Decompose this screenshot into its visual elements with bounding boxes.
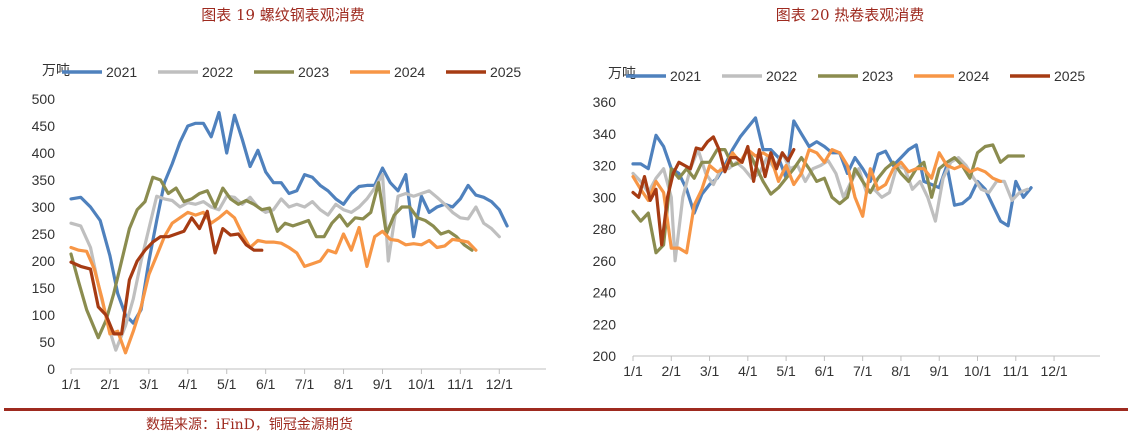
legend-label-2025: 2025 <box>490 64 521 80</box>
y-tick-label: 0 <box>47 361 55 377</box>
x-tick-label: 11/1 <box>447 376 473 392</box>
legend-label-2025: 2025 <box>1054 68 1085 84</box>
x-tick-label: 1/1 <box>61 376 81 392</box>
legend-label-2022: 2022 <box>202 64 233 80</box>
series-line-2024 <box>633 150 1001 253</box>
x-tick-label: 3/1 <box>139 376 159 392</box>
x-tick-label: 2/1 <box>662 363 682 379</box>
legend-label-2021: 2021 <box>106 64 137 80</box>
series-line-2023 <box>71 177 472 337</box>
y-tick-label: 300 <box>593 189 617 205</box>
x-tick-label: 6/1 <box>256 376 276 392</box>
legend-label-2024: 2024 <box>958 68 989 84</box>
y-tick-label: 260 <box>593 253 617 269</box>
x-tick-label: 10/1 <box>964 363 991 379</box>
x-tick-label: 10/1 <box>408 376 435 392</box>
y-tick-label: 150 <box>32 280 56 296</box>
chart-hrc: 万吨 200 220 240 260 280 300 320 340 360 1/1 2/1 3/1 4/… <box>566 0 1132 405</box>
y-tick-label: 500 <box>32 91 56 107</box>
x-tick-label: 8/1 <box>891 363 911 379</box>
y-tick-label: 200 <box>32 253 56 269</box>
y-axis-unit: 万吨 <box>42 62 70 78</box>
y-tick-label: 250 <box>32 226 56 242</box>
x-tick-label: 4/1 <box>178 376 198 392</box>
x-tick-label: 9/1 <box>929 363 949 379</box>
legend-label-2022: 2022 <box>766 68 797 84</box>
y-tick-label: 220 <box>593 316 617 332</box>
y-tick-label: 280 <box>593 221 617 237</box>
y-tick-label: 400 <box>32 145 56 161</box>
chart-rebar: 万吨 0 50 100 150 200 250 300 350 400 450 500 1/1 2/1 3/… <box>0 0 566 405</box>
x-tick-label: 1/1 <box>623 363 643 379</box>
x-tick-label: 8/1 <box>334 376 354 392</box>
y-tick-label: 360 <box>593 94 617 110</box>
y-tick-label: 100 <box>32 307 56 323</box>
y-tick-label: 340 <box>593 126 617 142</box>
x-tick-label: 2/1 <box>100 376 120 392</box>
x-tick-label: 12/1 <box>486 376 513 392</box>
y-tick-label: 350 <box>32 172 56 188</box>
legend-label-2024: 2024 <box>394 64 425 80</box>
x-tick-label: 7/1 <box>853 363 873 379</box>
y-tick-label: 200 <box>593 348 617 364</box>
legend-label-2021: 2021 <box>670 68 701 84</box>
y-tick-label: 240 <box>593 285 617 301</box>
data-source: 数据来源：iFinD，铜冠金源期货 <box>146 414 353 434</box>
y-tick-label: 50 <box>39 334 55 350</box>
y-tick-label: 320 <box>593 158 617 174</box>
x-tick-label: 3/1 <box>700 363 720 379</box>
series-line-2025 <box>71 211 262 334</box>
x-tick-label: 9/1 <box>373 376 393 392</box>
x-tick-label: 7/1 <box>295 376 315 392</box>
legend-label-2023: 2023 <box>862 68 893 84</box>
x-tick-label: 6/1 <box>815 363 835 379</box>
x-tick-label: 12/1 <box>1040 363 1067 379</box>
footer-divider <box>4 408 1128 411</box>
y-tick-label: 450 <box>32 118 56 134</box>
y-tick-label: 300 <box>32 199 56 215</box>
legend-label-2023: 2023 <box>298 64 329 80</box>
x-tick-label: 4/1 <box>738 363 758 379</box>
x-tick-label: 11/1 <box>1003 363 1029 379</box>
x-tick-label: 5/1 <box>776 363 796 379</box>
x-tick-label: 5/1 <box>217 376 237 392</box>
y-axis-unit: 万吨 <box>608 65 636 81</box>
